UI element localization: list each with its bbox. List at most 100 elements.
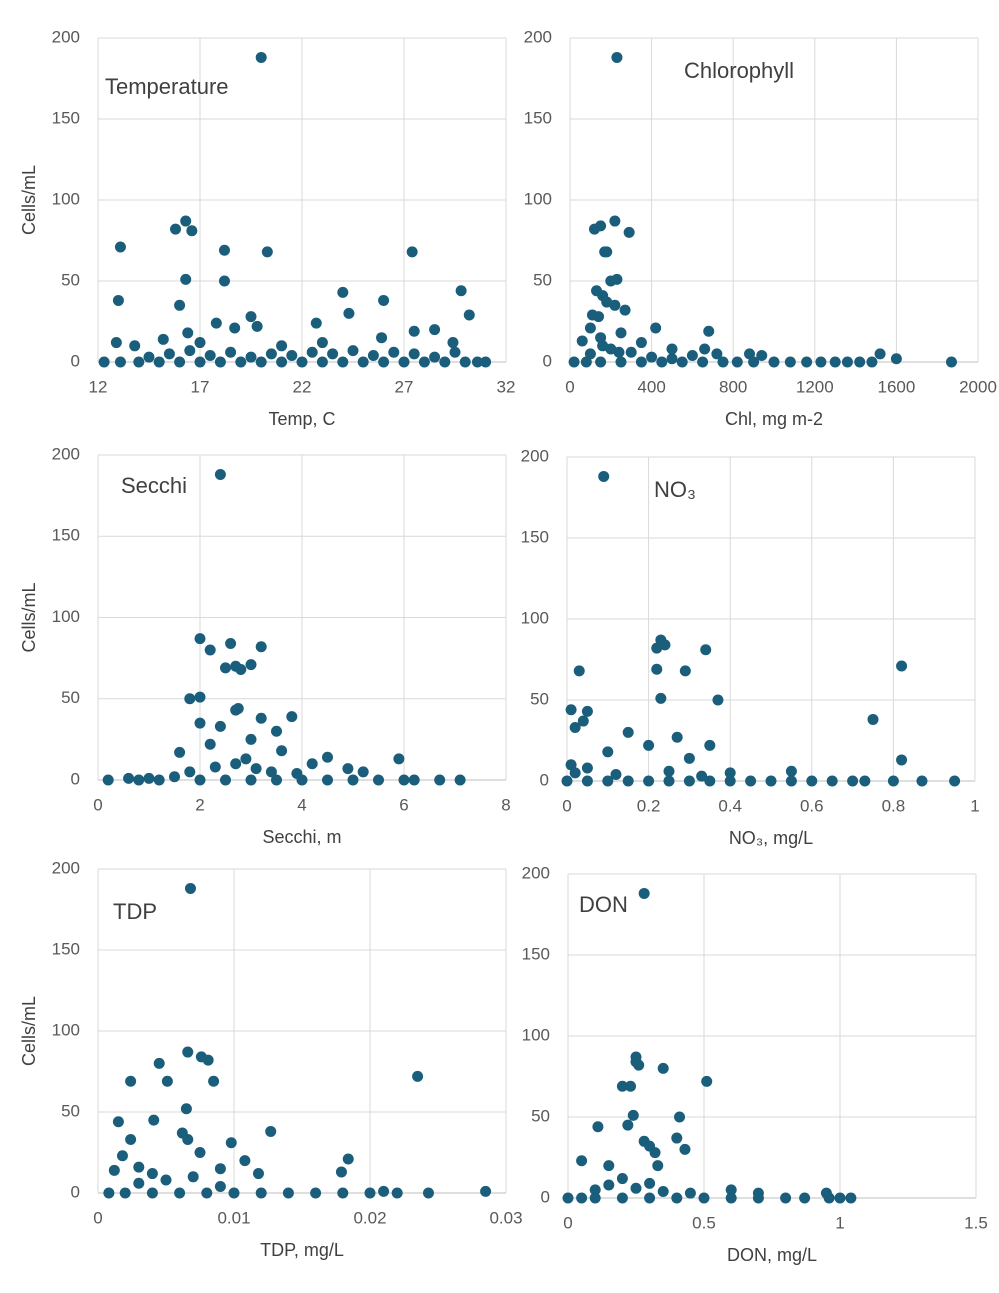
point [245,774,257,786]
point [784,356,796,368]
point [322,751,333,763]
point [276,356,288,368]
point [218,275,230,287]
point [210,317,222,329]
point [391,1187,403,1199]
point [240,753,252,765]
x-axis-label: Chl, mg m-2 [725,409,823,429]
y-tick-label: 200 [524,27,552,46]
x-tick-label: 1.5 [964,1213,988,1232]
point [577,715,589,727]
x-tick-label: 1600 [877,377,915,396]
point [859,775,871,787]
point [581,762,593,774]
point [110,337,122,349]
x-tick-label: 32 [497,377,516,396]
point [103,1187,115,1199]
point [725,1184,737,1196]
point [454,774,466,786]
point [209,761,221,773]
point [378,356,390,368]
point [174,299,186,311]
point [890,353,902,365]
y-tick-label: 100 [521,608,549,627]
point [114,241,126,253]
x-axis-label: TDP, mg/L [260,1240,344,1260]
point [194,356,206,368]
y-tick-label: 150 [521,527,549,546]
point [633,1059,645,1071]
y-axis-label: Cells/mL [19,165,39,235]
point [609,215,621,227]
point [276,745,288,757]
point [589,1192,601,1204]
point [343,307,355,319]
x-tick-label: 27 [395,377,414,396]
point [480,356,492,368]
y-tick-label: 150 [52,526,80,545]
point [378,294,390,306]
point [671,1132,683,1144]
x-tick-label: 22 [293,377,312,396]
point [225,1137,237,1149]
point [125,1134,137,1146]
point [584,322,596,334]
point [245,311,257,323]
point [666,353,678,365]
x-tick-label: 8 [501,795,510,814]
point [826,775,838,787]
point [630,1182,642,1194]
point [712,694,724,706]
point [615,356,627,368]
point [335,1166,347,1178]
point [625,346,637,358]
point [644,1177,656,1189]
y-tick-label: 0 [541,1187,550,1206]
point [841,356,853,368]
point [651,663,663,675]
point [306,758,318,770]
y-tick-label: 0 [71,769,80,788]
point [214,356,226,368]
point [245,351,257,363]
point [174,356,186,368]
point [367,350,379,362]
panel-title: Chlorophyll [684,58,794,83]
point [569,767,581,779]
point [378,1185,390,1197]
point [806,775,818,787]
point [592,1121,604,1133]
point [133,1161,145,1173]
point [683,775,695,787]
y-tick-label: 0 [540,770,549,789]
x-tick-label: 0 [565,377,574,396]
point [342,1153,354,1165]
point [576,1192,588,1204]
point [373,774,384,786]
point [671,1192,683,1204]
x-tick-label: 0 [93,1208,102,1227]
point [342,763,354,775]
y-axis-label: Cells/mL [19,996,39,1066]
panel: 0 50 100 150 200 0 2 4 6 8 Secchi Secchi, m Cells/mL [19,444,511,846]
point [643,739,655,751]
point [184,766,196,778]
point [194,337,206,349]
x-tick-label: 0.8 [882,796,906,815]
point [347,345,359,357]
panel: 0 50 100 150 200 0 0.2 0.4 0.6 0.8 1 NO₃ NO₃, mg/L [521,446,980,847]
point [568,356,580,368]
point [418,356,430,368]
point [700,644,712,656]
point [208,1075,220,1087]
point [245,659,257,671]
point [422,1187,434,1199]
x-tick-label: 0 [563,1213,572,1232]
point [398,356,410,368]
point [220,662,231,674]
point [214,469,226,480]
point [589,1184,601,1196]
panel-title: TDP [113,899,157,924]
point [603,1160,615,1172]
y-tick-label: 100 [52,1020,80,1039]
